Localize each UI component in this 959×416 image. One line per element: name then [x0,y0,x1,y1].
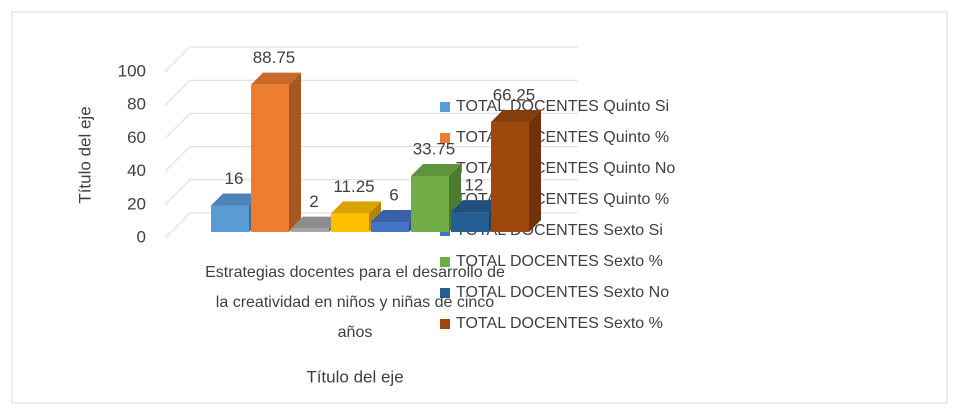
data-label: 2 [309,192,318,211]
bar-top [211,193,261,206]
legend-swatch [440,102,450,112]
legend-swatch [440,257,450,267]
data-label: 66.25 [493,86,536,105]
grid-line [164,112,578,139]
y-tick-label: 40 [127,161,146,180]
data-label: 33.75 [413,139,456,158]
data-label: 6 [389,186,398,205]
bar [251,84,289,232]
y-axis-title: Título del eje [75,106,94,203]
bar [331,213,369,232]
legend-label: TOTAL DOCENTES Sexto % [456,253,663,270]
grid-line [164,79,578,106]
legend-label: TOTAL DOCENTES Quinto Si [456,98,669,115]
bar-top [411,163,461,176]
grid-line [164,146,578,172]
y-tick-label: 0 [137,227,146,246]
y-tick-label: 80 [127,95,146,114]
legend-label: TOTAL DOCENTES Quinto % [456,129,669,146]
bar [451,212,489,232]
y-tick-label: 100 [118,61,146,80]
bar-top [491,110,541,123]
data-label: 11.25 [333,177,374,196]
grid-line [164,46,578,73]
legend-swatch [440,288,450,298]
data-label: 16 [225,169,244,188]
legend-swatch [440,133,450,143]
data-label: 88.75 [253,48,296,67]
y-tick-label: 20 [127,194,146,213]
legend-label: TOTAL DOCENTES Sexto No [456,284,669,301]
bar [491,122,529,232]
bar [291,228,329,232]
bar-top [451,200,501,213]
legend-swatch [440,319,450,329]
bar-top [331,201,381,214]
x-axis-title: Título del eje [306,367,403,386]
bar-top [251,72,301,85]
legend-label: TOTAL DOCENTES Sexto % [456,315,663,332]
y-tick-label: 60 [127,128,146,147]
bar [371,222,409,232]
legend-label: TOTAL DOCENTES Quinto No [456,160,675,177]
bar-top [291,216,341,229]
bar-side [289,72,301,232]
category-label: Estrategias docentes para el desarrollo … [205,264,505,341]
bar-side [529,110,541,232]
bar [411,175,449,232]
bar-top [371,210,421,223]
data-label: 12 [465,176,484,195]
bar [211,205,249,232]
